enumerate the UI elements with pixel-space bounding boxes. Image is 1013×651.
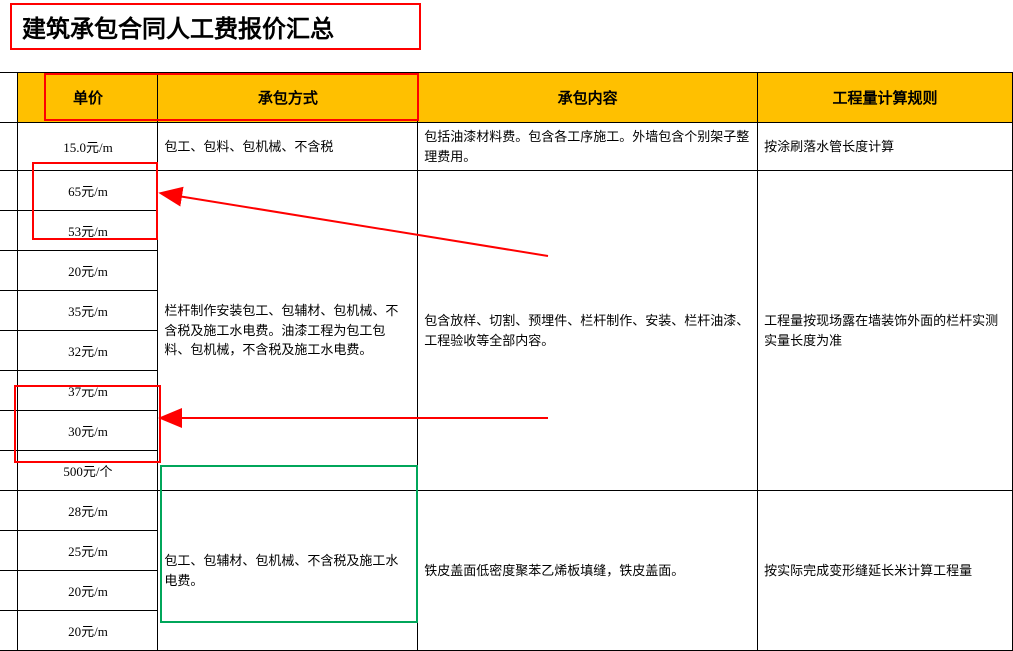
header-price: 单价 [18, 73, 158, 123]
cell-price: 20元/m [18, 611, 158, 651]
cell-method: 包工、包辅材、包机械、不含税及施工水电费。 [158, 491, 418, 651]
header-content: 承包内容 [418, 73, 758, 123]
cell-price: 30元/m [18, 411, 158, 451]
cell-stub [0, 451, 18, 491]
cell-stub [0, 251, 18, 291]
page-title: 建筑承包合同人工费报价汇总 [10, 3, 421, 50]
cell-price: 32元/m [18, 331, 158, 371]
cell-price: 53元/m [18, 211, 158, 251]
cell-rule: 按实际完成变形缝延长米计算工程量 [758, 491, 1013, 651]
table-row: 28元/m 包工、包辅材、包机械、不含税及施工水电费。 铁皮盖面低密度聚苯乙烯板… [0, 491, 1013, 531]
cell-price: 65元/m [18, 171, 158, 211]
cell-price: 20元/m [18, 571, 158, 611]
cell-stub [0, 611, 18, 651]
cell-content: 铁皮盖面低密度聚苯乙烯板填缝，铁皮盖面。 [418, 491, 758, 651]
cell-stub [0, 531, 18, 571]
table-row: 65元/m 栏杆制作安装包工、包辅材、包机械、不含税及施工水电费。油漆工程为包工… [0, 171, 1013, 211]
cell-method: 栏杆制作安装包工、包辅材、包机械、不含税及施工水电费。油漆工程为包工包料、包机械… [158, 171, 418, 491]
cell-stub [0, 211, 18, 251]
cell-stub [0, 291, 18, 331]
cell-stub [0, 491, 18, 531]
title-text: 建筑承包合同人工费报价汇总 [22, 9, 334, 44]
header-stub [0, 73, 18, 123]
cell-price: 35元/m [18, 291, 158, 331]
cell-rule: 按涂刷落水管长度计算 [758, 123, 1013, 171]
cell-price: 28元/m [18, 491, 158, 531]
cell-method: 包工、包料、包机械、不含税 [158, 123, 418, 171]
cell-price: 37元/m [18, 371, 158, 411]
cell-content: 包括油漆材料费。包含各工序施工。外墙包含个别架子整理费用。 [418, 123, 758, 171]
header-row: 单价 承包方式 承包内容 工程量计算规则 [0, 73, 1013, 123]
cell-price: 500元/个 [18, 451, 158, 491]
cell-stub [0, 171, 18, 211]
header-rule: 工程量计算规则 [758, 73, 1013, 123]
header-method: 承包方式 [158, 73, 418, 123]
cell-stub [0, 411, 18, 451]
cell-stub [0, 571, 18, 611]
cell-price: 20元/m [18, 251, 158, 291]
cell-stub [0, 371, 18, 411]
price-table: 单价 承包方式 承包内容 工程量计算规则 15.0元/m 包工、包料、包机械、不… [0, 72, 1013, 651]
cell-content: 包含放样、切割、预埋件、栏杆制作、安装、栏杆油漆、工程验收等全部内容。 [418, 171, 758, 491]
cell-stub [0, 331, 18, 371]
cell-price: 25元/m [18, 531, 158, 571]
cell-price: 15.0元/m [18, 123, 158, 171]
cell-rule: 工程量按现场露在墙装饰外面的栏杆实测实量长度为准 [758, 171, 1013, 491]
cell-stub [0, 123, 18, 171]
table-row: 15.0元/m 包工、包料、包机械、不含税 包括油漆材料费。包含各工序施工。外墙… [0, 123, 1013, 171]
